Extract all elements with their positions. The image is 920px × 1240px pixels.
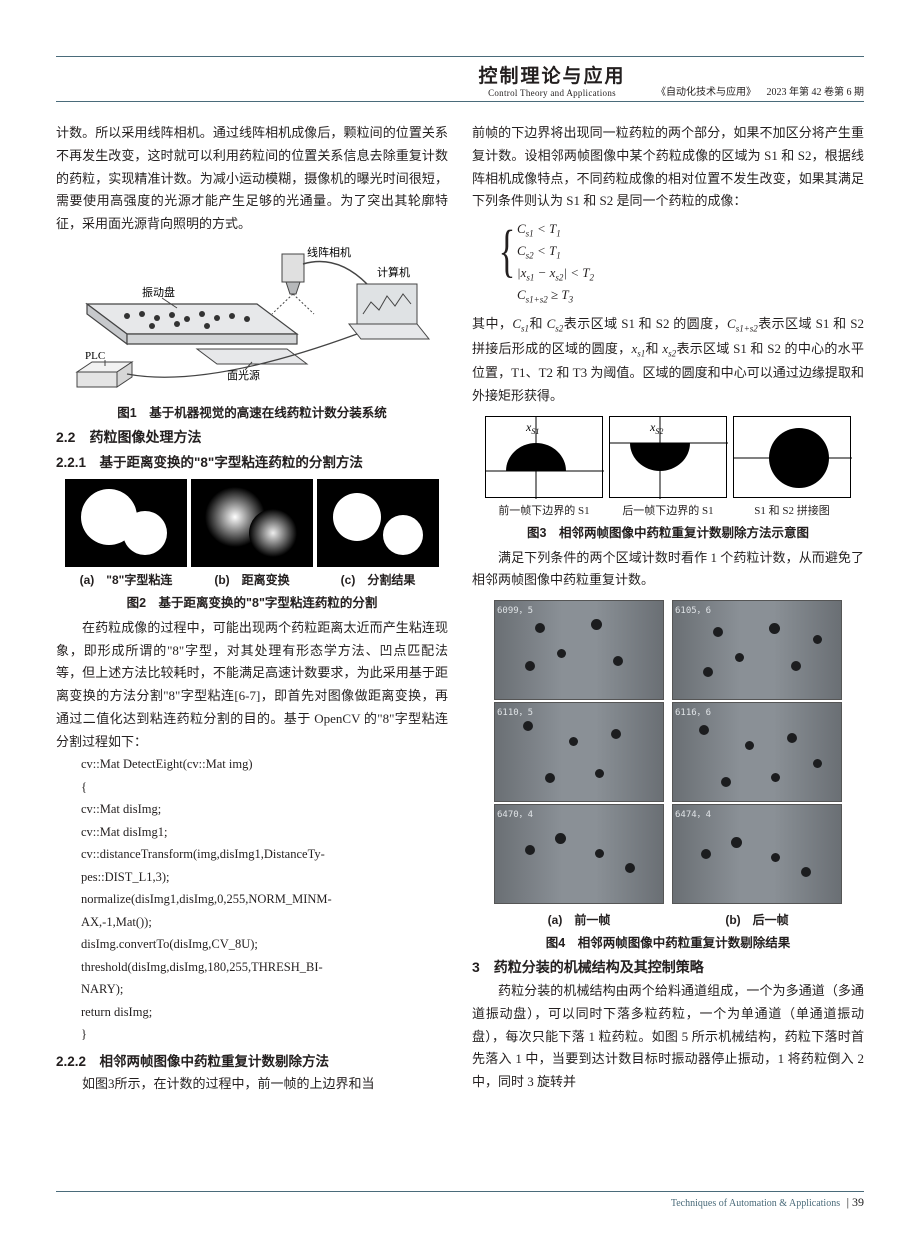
issue-info: 2023 年第 42 卷第 6 期 xyxy=(767,87,865,98)
heading-2-2: 2.2 药粒图像处理方法 xyxy=(56,427,448,447)
fig2-c xyxy=(317,479,439,567)
fig1-label-light: 面光源 xyxy=(227,368,260,382)
fig1-label-pc: 计算机 xyxy=(377,265,410,279)
heading-2-2-2: 2.2.2 相邻两帧图像中药粒重复计数剔除方法 xyxy=(56,1050,448,1070)
para-r3: 满足下列条件的两个区域计数时看作 1 个药粒计数，从而避免了相邻两帧图像中药粒重… xyxy=(472,547,864,593)
fig3-a: xS1 xyxy=(485,416,603,498)
figure-4: 6099，5 6110，5 6470，4 xyxy=(472,600,864,951)
fig1-label-plate: 振动盘 xyxy=(142,285,175,299)
page-number: | 39 xyxy=(847,1195,864,1209)
left-column: 计数。所以采用线阵相机。通过线阵相机成像后，颗粒间的位置关系不再发生改变，这时就… xyxy=(56,122,448,1096)
figure-3: xS1 xS2 xyxy=(472,416,864,541)
para-r4: 药粒分装的机械结构由两个给料通道组成，一个为多通道（多通道振动盘），可以同时下落… xyxy=(472,980,864,1094)
code-line: cv::Mat disImg1; xyxy=(81,821,448,844)
two-column-body: 计数。所以采用线阵相机。通过线阵相机成像后，颗粒间的位置关系不再发生改变，这时就… xyxy=(56,122,864,1096)
code-line: disImg.convertTo(disImg,CV_8U); xyxy=(81,933,448,956)
heading-3: 3 药粒分装的机械结构及其控制策略 xyxy=(472,957,864,977)
figure-2: (a) "8"字型粘连 (b) 距离变换 (c) 分割结果 图2 基于距离变换的… xyxy=(56,479,448,611)
fig3-lbl-a: 前一帧下边界的 S1 xyxy=(485,502,603,518)
code-line: AX,-1,Mat()); xyxy=(81,911,448,934)
fig3-caption: 图3 相邻两帧图像中药粒重复计数剔除方法示意图 xyxy=(472,522,864,541)
fig4-caption: 图4 相邻两帧图像中药粒重复计数剔除结果 xyxy=(472,932,864,951)
fig3-c xyxy=(733,416,851,498)
svg-text:xS1: xS1 xyxy=(525,420,539,436)
fig4-col-a: 6099，5 6110，5 6470，4 xyxy=(494,600,664,904)
fig2-b xyxy=(191,479,313,567)
para-l2: 在药粒成像的过程中，可能出现两个药粒距离太近而产生粘连现象，即形成所谓的"8"字… xyxy=(56,617,448,754)
header-meta: 《自动化技术与应用》 2023 年第 42 卷第 6 期 xyxy=(644,83,864,98)
page-footer: Techniques of Automation & Applications … xyxy=(56,1191,864,1210)
right-column: 前帧的下边界将出现同一粒药粒的两个部分，如果不加区分将产生重复计数。设相邻两帧图… xyxy=(472,122,864,1096)
fig2-sub-c: (c) 分割结果 xyxy=(317,571,439,588)
fig1-svg: 振动盘 线阵相机 计算机 PLC 面光源 xyxy=(56,244,448,394)
svg-text:xS2: xS2 xyxy=(649,420,663,436)
para-r1: 前帧的下边界将出现同一粒药粒的两个部分，如果不加区分将产生重复计数。设相邻两帧图… xyxy=(472,122,864,213)
code-line: cv::Mat DetectEight(cv::Mat img) xyxy=(81,753,448,776)
code-line: threshold(disImg,disImg,180,255,THRESH_B… xyxy=(81,956,448,979)
fig2-caption: 图2 基于距离变换的"8"字型粘连药粒的分割 xyxy=(56,592,448,611)
footer-text: Techniques of Automation & Applications xyxy=(671,1198,840,1209)
journal-title-en: Control Theory and Applications xyxy=(460,88,644,98)
fig4-col-b: 6105，6 6116，6 xyxy=(672,600,842,904)
fig1-label-camera: 线阵相机 xyxy=(307,245,351,259)
page-header: 控制理论与应用 Control Theory and Applications … xyxy=(56,56,864,102)
fig3-lbl-b: 后一帧下边界的 S1 xyxy=(609,502,727,518)
fig1-label-plc: PLC xyxy=(85,350,105,362)
code-line: pes::DIST_L1,3); xyxy=(81,866,448,889)
para-r2: 其中，Cs1和 Cs2表示区域 S1 和 S2 的圆度，Cs1+s2表示区域 S… xyxy=(472,313,864,407)
code-line: NARY); xyxy=(81,978,448,1001)
journal-name: 《自动化技术与应用》 xyxy=(656,87,756,98)
para-l1: 计数。所以采用线阵相机。通过线阵相机成像后，颗粒间的位置关系不再发生改变，这时就… xyxy=(56,122,448,236)
code-line: } xyxy=(81,1023,448,1046)
code-block: cv::Mat DetectEight(cv::Mat img) { cv::M… xyxy=(81,753,448,1046)
fig1-caption: 图1 基于机器视觉的高速在线药粒计数分装系统 xyxy=(56,402,448,421)
fig2-sub-b: (b) 距离变换 xyxy=(191,571,313,588)
fig3-lbl-c: S1 和 S2 拼接图 xyxy=(733,502,851,518)
code-line: normalize(disImg1,disImg,0,255,NORM_MINM… xyxy=(81,888,448,911)
fig4-sub-b: (b) 后一帧 xyxy=(672,911,842,928)
code-line: cv::distanceTransform(img,disImg1,Distan… xyxy=(81,843,448,866)
fig2-sub-a: (a) "8"字型粘连 xyxy=(65,571,187,588)
code-line: { xyxy=(81,776,448,799)
equation-block: { Cs1 < T1 Cs2 < T1 |xs1 − xs2| < T2 Cs1… xyxy=(511,219,864,307)
para-l3: 如图3所示，在计数的过程中，前一帧的上边界和当 xyxy=(56,1073,448,1096)
heading-2-2-1: 2.2.1 基于距离变换的"8"字型粘连药粒的分割方法 xyxy=(56,451,448,471)
code-line: cv::Mat disImg; xyxy=(81,798,448,821)
figure-1: 振动盘 线阵相机 计算机 PLC 面光源 图1 基于机器视觉的高速在线药粒计数分… xyxy=(56,244,448,421)
fig4-sub-a: (a) 前一帧 xyxy=(494,911,664,928)
code-line: return disImg; xyxy=(81,1001,448,1024)
journal-title-zh: 控制理论与应用 xyxy=(460,61,644,88)
fig2-a xyxy=(65,479,187,567)
fig3-b: xS2 xyxy=(609,416,727,498)
